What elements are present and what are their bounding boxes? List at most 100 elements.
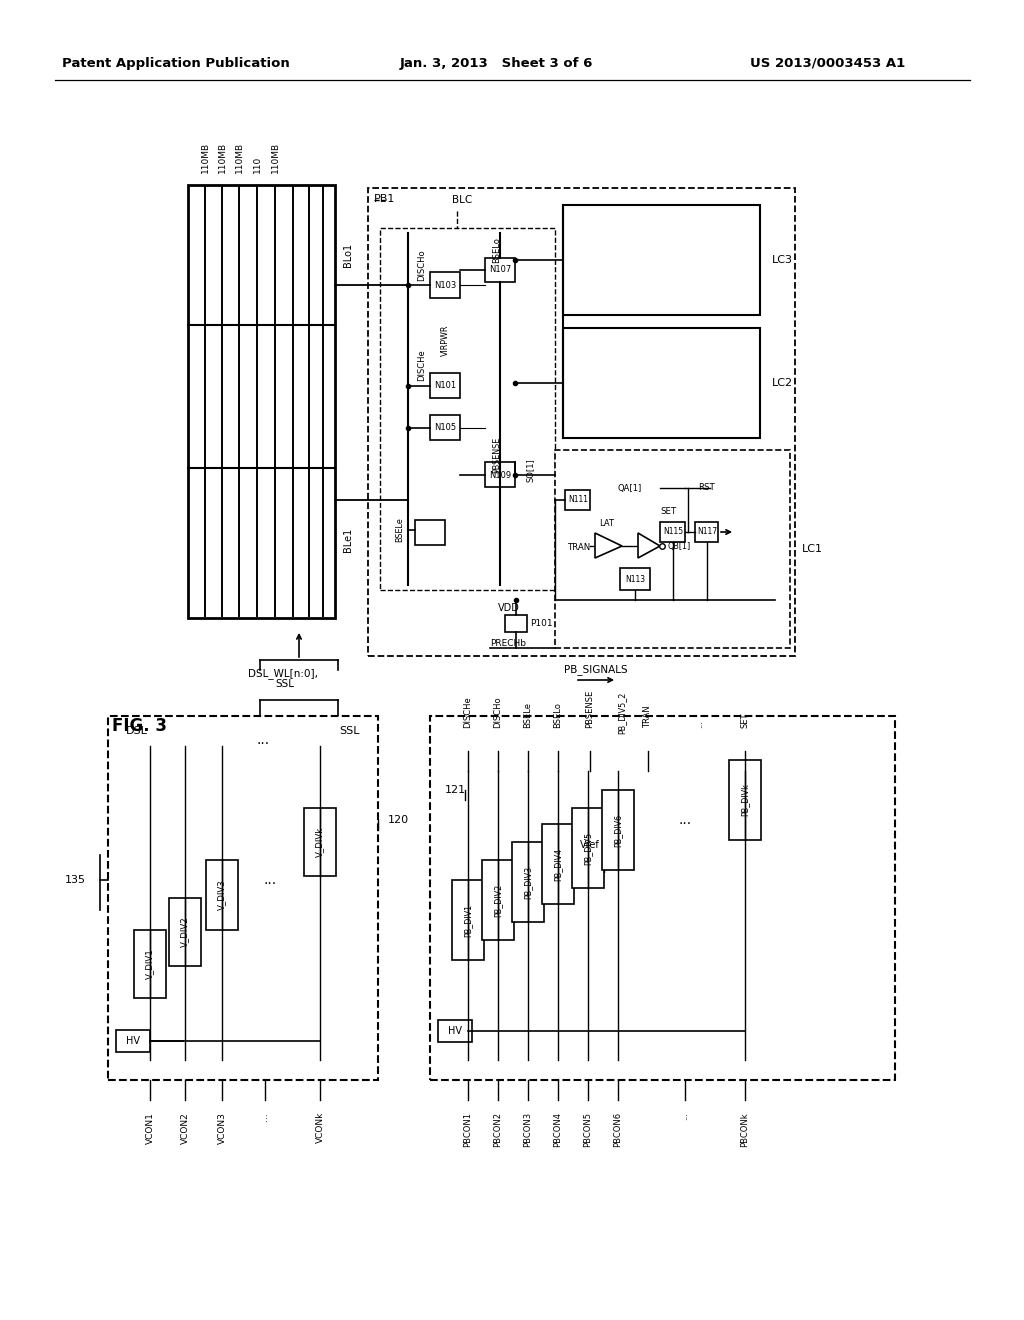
Bar [660,521,685,543]
Text: N101: N101 [434,381,456,391]
Text: Patent Application Publication: Patent Application Publication [62,57,290,70]
Bar [452,880,484,960]
Text: 110: 110 [253,156,261,173]
Text: SO[1]: SO[1] [525,458,535,482]
Text: N115: N115 [663,528,683,536]
Text: 135: 135 [65,875,86,884]
Text: VDD: VDD [498,603,520,612]
Text: 121: 121 [445,785,466,795]
Text: FIG. 3: FIG. 3 [112,717,167,735]
Text: ...: ... [681,1111,689,1119]
Text: PB_DIV3: PB_DIV3 [523,866,532,899]
Text: N117: N117 [697,528,717,536]
Bar [108,715,378,1080]
Text: N113: N113 [625,574,645,583]
Polygon shape [595,533,622,558]
Text: PB_DIV2: PB_DIV2 [494,883,503,916]
Bar [430,374,460,399]
Text: N105: N105 [434,424,456,433]
Text: PBCON1: PBCON1 [464,1111,472,1147]
Text: V_DIVk: V_DIVk [315,826,325,857]
Bar [729,760,761,840]
Text: PB_DIV5_2: PB_DIV5_2 [617,692,627,734]
Text: V_DIV3: V_DIV3 [217,879,226,911]
Bar [555,450,790,648]
Bar [368,187,795,656]
Text: QA[1]: QA[1] [618,483,642,492]
Text: V_DIV1: V_DIV1 [145,949,155,979]
Text: 110MB: 110MB [270,141,280,173]
Text: QB[1]: QB[1] [668,543,691,552]
Bar [620,568,650,590]
Text: BLo1: BLo1 [343,243,353,267]
Text: PB_DIV4: PB_DIV4 [554,847,562,880]
Text: PBCON3: PBCON3 [523,1111,532,1147]
Bar [430,272,460,298]
Text: SET: SET [660,507,676,516]
Text: BSELe: BSELe [523,702,532,729]
Bar [572,808,604,888]
Text: DISCHe: DISCHe [418,348,427,381]
Bar [505,615,527,632]
Text: VCON3: VCON3 [217,1111,226,1144]
Bar [438,1020,472,1041]
Bar [482,861,514,940]
Bar [563,205,760,315]
Text: PB_DIV6: PB_DIV6 [613,813,623,846]
Text: PBSENSE: PBSENSE [586,690,595,729]
Bar [512,842,544,921]
Text: SET: SET [740,713,750,729]
Text: BLC: BLC [452,195,472,205]
Text: PB1: PB1 [374,194,395,205]
Text: TRAN: TRAN [568,543,591,552]
Text: VIRPWR: VIRPWR [440,325,450,355]
Text: PB_DIV5: PB_DIV5 [584,832,593,865]
Text: 110MB: 110MB [201,141,210,173]
Text: VCON2: VCON2 [180,1111,189,1143]
Bar [565,490,590,510]
Text: PRECHb: PRECHb [490,639,526,648]
Bar [188,185,335,618]
Text: PBCON5: PBCON5 [584,1111,593,1147]
Bar [169,898,201,966]
Text: ...: ... [679,813,691,828]
Text: DISCHo: DISCHo [418,249,427,281]
Text: RST: RST [698,483,715,492]
Text: PBCON6: PBCON6 [613,1111,623,1147]
Bar [485,257,515,282]
Text: ...: ... [256,733,269,747]
Text: SSL: SSL [275,678,295,689]
Text: BSELe: BSELe [395,517,404,543]
Bar [563,327,760,438]
Text: ...: ... [695,721,705,729]
Bar [116,1030,150,1052]
Text: N103: N103 [434,281,456,289]
Bar [304,808,336,876]
Bar [206,861,238,931]
Text: ...: ... [260,1111,269,1121]
Bar [542,824,574,904]
Text: LC2: LC2 [772,378,794,388]
Text: 120: 120 [388,814,410,825]
Text: ...: ... [263,873,276,887]
Polygon shape [638,533,660,558]
Text: PBSENSE: PBSENSE [493,437,502,473]
Text: DISCHo: DISCHo [494,697,503,729]
Text: LC1: LC1 [802,544,823,554]
Bar [134,931,166,998]
Text: PBCON2: PBCON2 [494,1111,503,1147]
Bar [485,462,515,487]
Text: N111: N111 [568,495,588,504]
Text: 110MB: 110MB [217,141,226,173]
Text: PB_DIV1: PB_DIV1 [464,903,472,937]
Text: LC3: LC3 [772,255,793,265]
Text: Jan. 3, 2013   Sheet 3 of 6: Jan. 3, 2013 Sheet 3 of 6 [400,57,593,70]
Text: V_DIV2: V_DIV2 [180,916,189,948]
Text: BLe1: BLe1 [343,528,353,552]
Bar [380,228,555,590]
Text: PBCON4: PBCON4 [554,1111,562,1147]
Text: BSELo: BSELo [554,702,562,729]
Text: N107: N107 [488,265,511,275]
Text: VCON1: VCON1 [145,1111,155,1144]
Text: Vref: Vref [581,840,600,850]
